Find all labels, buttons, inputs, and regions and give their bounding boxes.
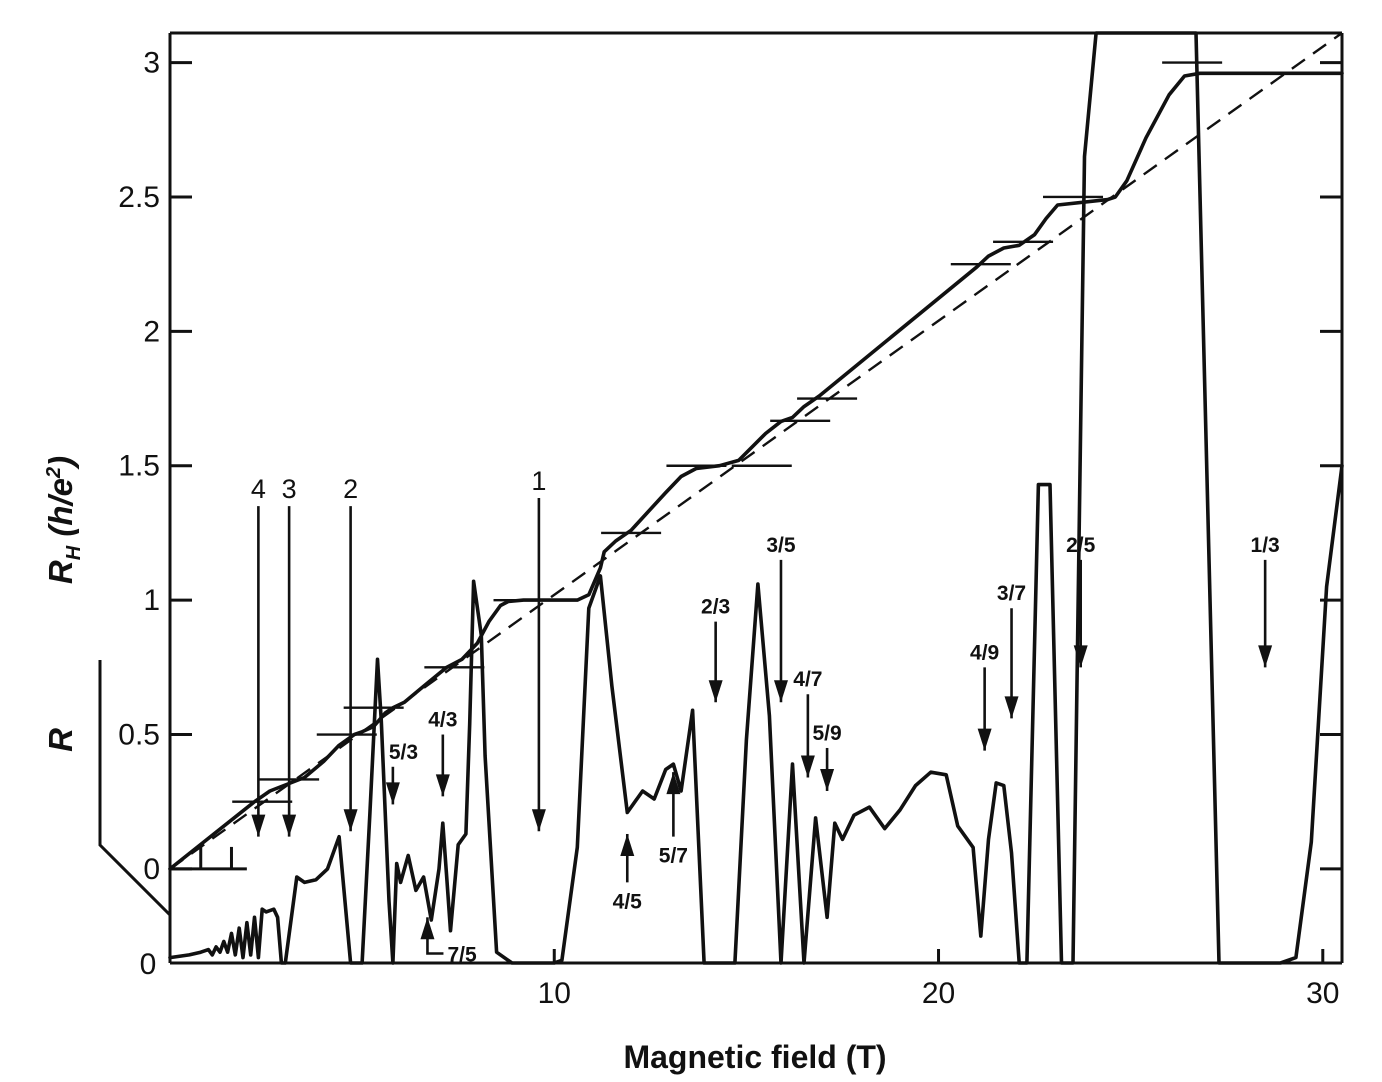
classical-hall-dashed-line bbox=[169, 32, 1343, 870]
arrow-label: 2/5 bbox=[1066, 534, 1096, 557]
arrow-head bbox=[385, 782, 400, 805]
arrow-head bbox=[1073, 645, 1088, 668]
arrow-label: 4/9 bbox=[970, 641, 999, 664]
arrow-label: 7/5 bbox=[447, 943, 477, 966]
arrow-tail-bend bbox=[426, 941, 444, 955]
x-tick-label: 30 bbox=[1306, 977, 1339, 1010]
arrow-label: 5/9 bbox=[812, 722, 841, 745]
arrow-head bbox=[820, 768, 835, 791]
y-tick-label: 1 bbox=[143, 584, 160, 617]
y-tick-label: 2 bbox=[143, 315, 160, 348]
y-tick-label: 2.5 bbox=[118, 181, 160, 214]
filling-factor-arrows: 4 3 2 1 5/3 4/3 7/5 4/5 5/7 2/3 3/5 4/7 5/9 4/9 3/7 2/5… bbox=[251, 466, 1280, 966]
arrow-label: 4/7 bbox=[793, 668, 822, 691]
y-tick-label: 1.5 bbox=[118, 450, 160, 483]
arrow-label: 3 bbox=[282, 474, 297, 504]
arrow-label: 2/3 bbox=[701, 596, 730, 619]
arrow-head bbox=[773, 680, 788, 703]
x-axis-title: Magnetic field (T) bbox=[623, 1039, 886, 1075]
y-tick-label: 0.5 bbox=[118, 719, 160, 752]
arrow-head bbox=[251, 814, 266, 837]
r-axis-bracket-line bbox=[98, 660, 172, 963]
series-layer bbox=[168, 31, 1344, 965]
arrow-head bbox=[620, 833, 635, 856]
y-tick-label: 3 bbox=[143, 47, 160, 80]
arrow-label: 1 bbox=[531, 466, 546, 496]
y-tick-label: 0 bbox=[143, 853, 160, 886]
arrow-label: 5/3 bbox=[389, 741, 418, 764]
arrow-head bbox=[435, 774, 450, 797]
arrow-head bbox=[343, 809, 358, 832]
arrow-head bbox=[420, 917, 435, 940]
longitudinal-resistance-curve bbox=[168, 31, 1344, 965]
arrow-label: 3/5 bbox=[766, 534, 796, 557]
y-axis-title: RH (h/e2) bbox=[42, 456, 85, 584]
r-axis-zero-label: 0 bbox=[140, 948, 157, 981]
arrow-head bbox=[800, 755, 815, 778]
arrow-label: 1/3 bbox=[1251, 534, 1280, 557]
arrow-head bbox=[666, 772, 681, 795]
arrow-head bbox=[1004, 696, 1019, 719]
arrow-head bbox=[977, 728, 992, 751]
arrow-head bbox=[1258, 645, 1273, 668]
arrow-label: 4/3 bbox=[428, 709, 457, 732]
r-axis-bracket bbox=[98, 660, 172, 963]
x-tick-label: 20 bbox=[922, 977, 955, 1010]
x-tick-label: 10 bbox=[538, 977, 571, 1010]
arrow-head bbox=[282, 814, 297, 837]
hall-resistance-curve bbox=[168, 71, 1344, 871]
arrow-label: 4/5 bbox=[613, 890, 643, 913]
arrow-label: 2 bbox=[343, 474, 358, 504]
arrow-head bbox=[708, 680, 723, 703]
r-axis-title: R bbox=[42, 728, 79, 752]
arrow-head bbox=[531, 809, 546, 832]
arrow-label: 3/7 bbox=[997, 582, 1026, 605]
arrow-label: 5/7 bbox=[659, 845, 688, 868]
arrow-label: 4 bbox=[251, 474, 266, 504]
